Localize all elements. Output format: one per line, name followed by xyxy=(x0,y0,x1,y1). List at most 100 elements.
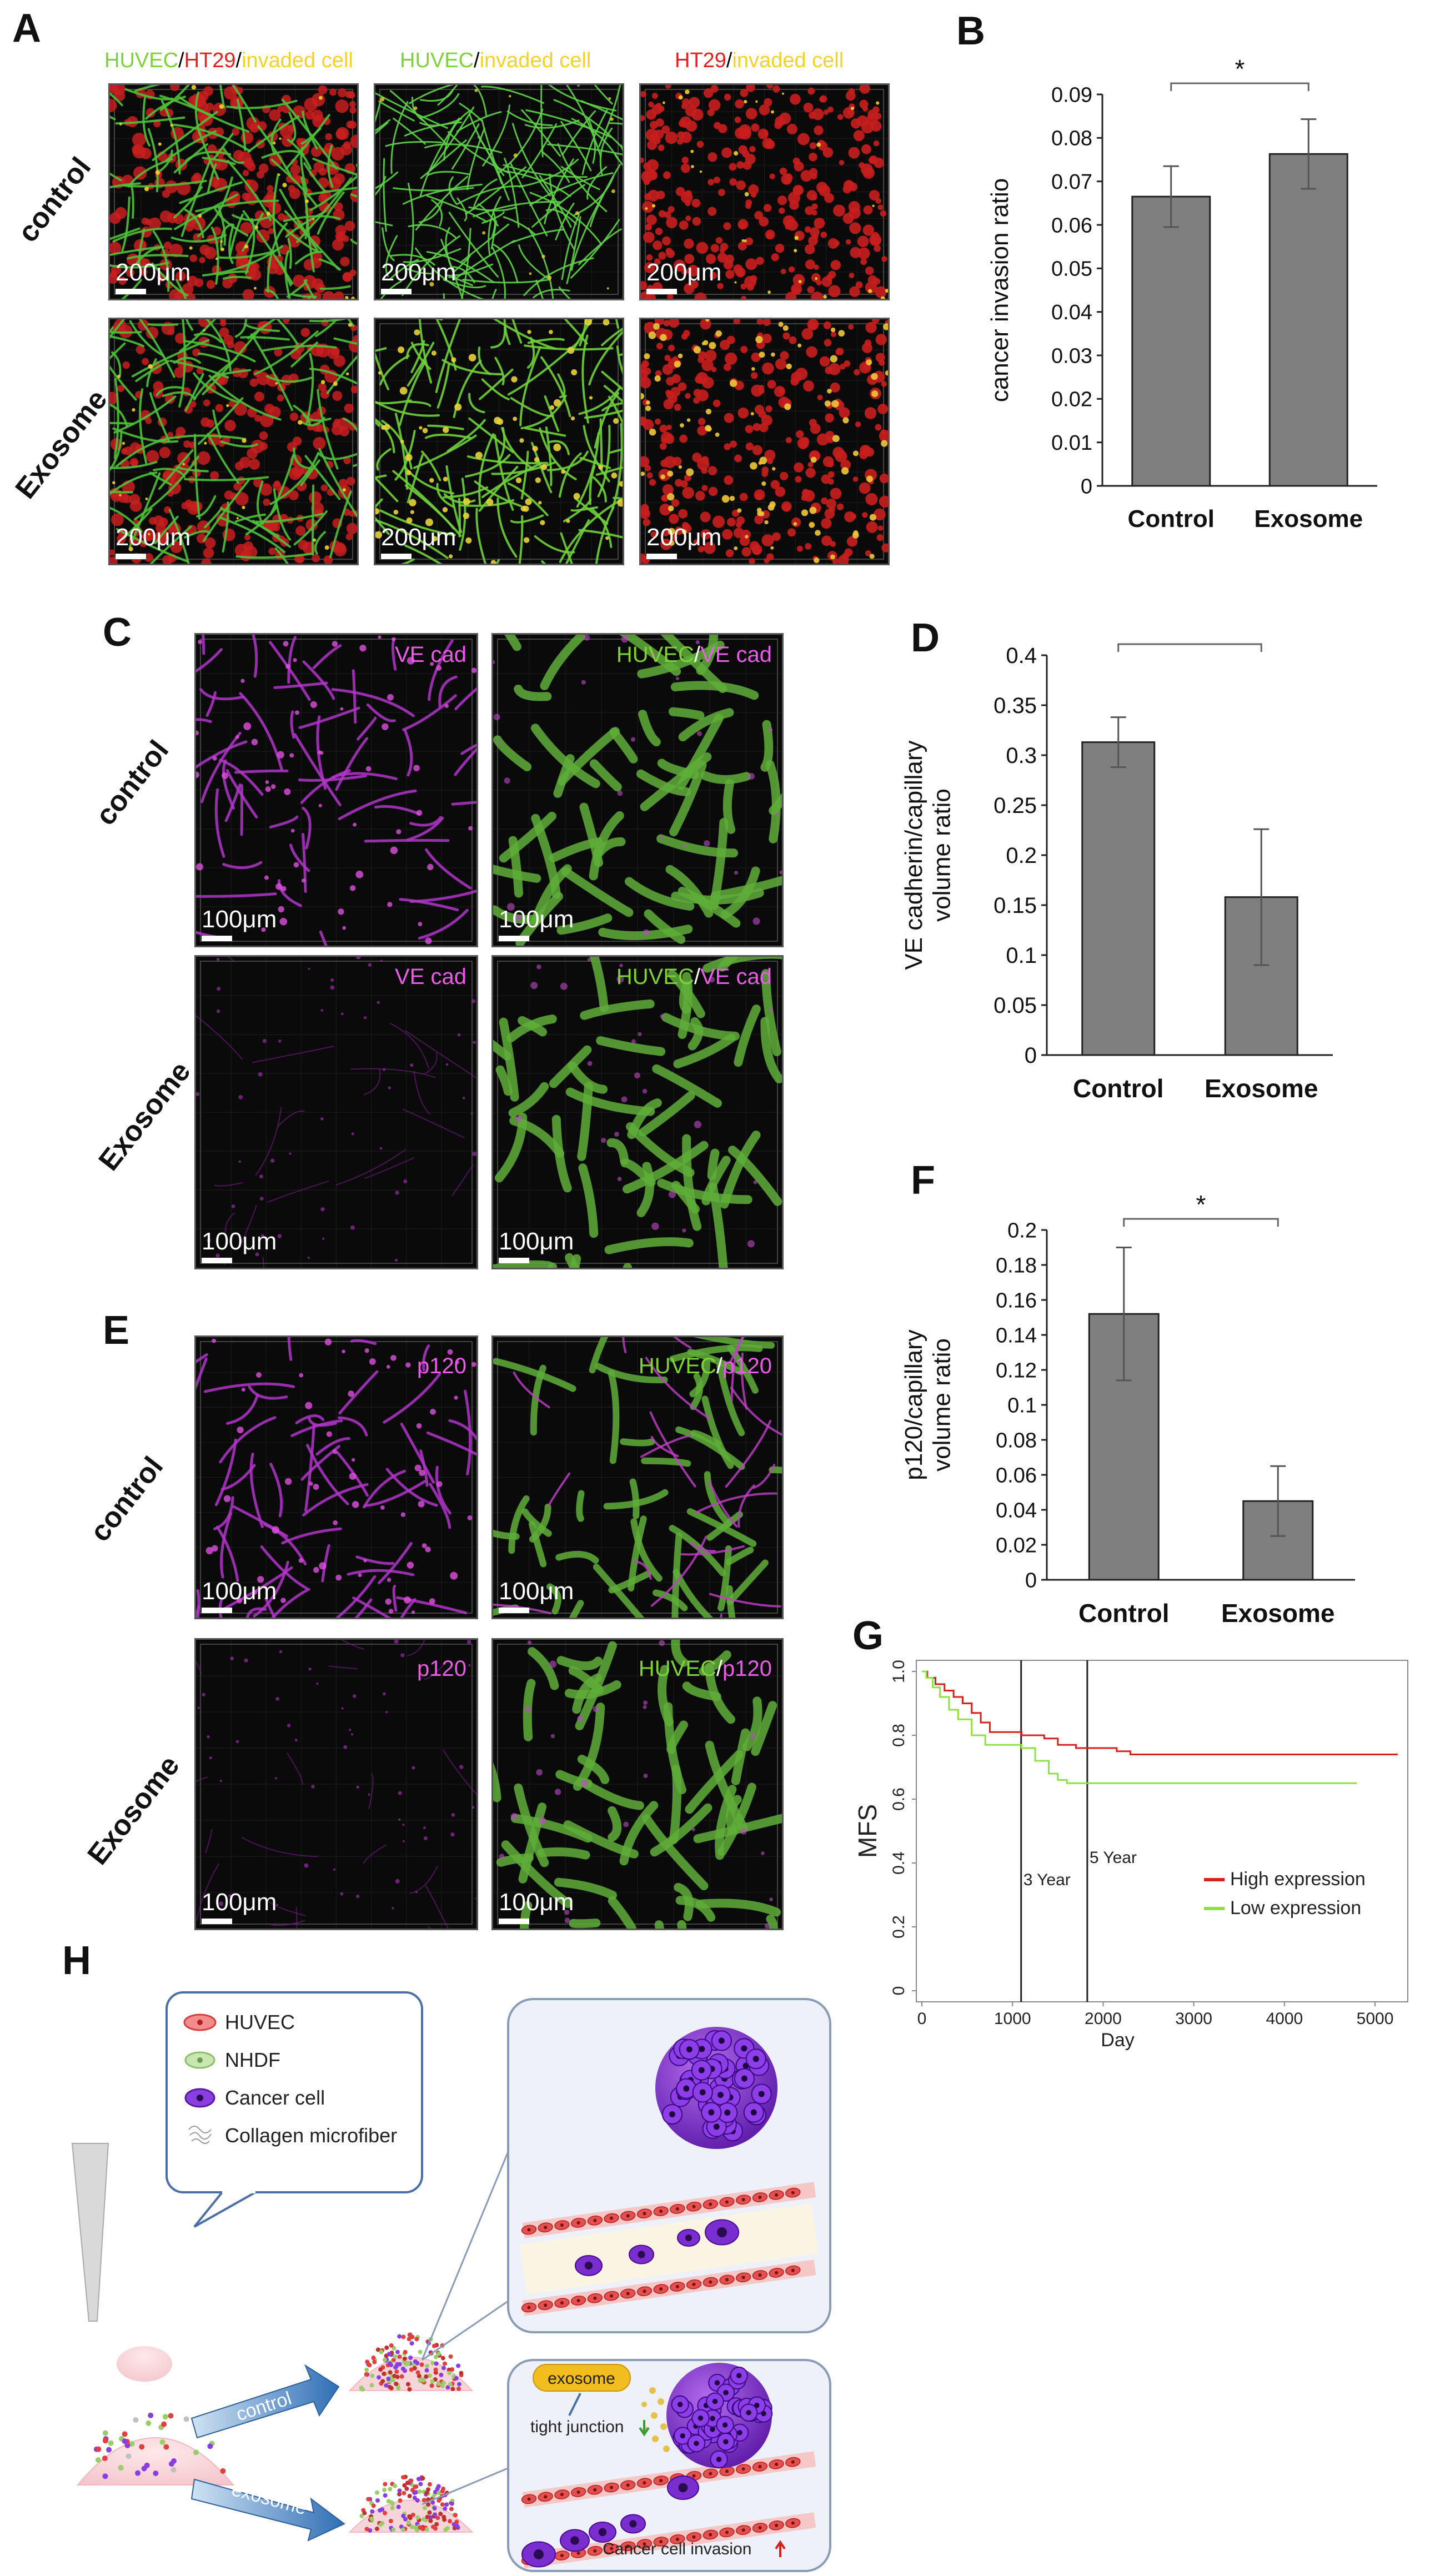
down-arrow-icon xyxy=(639,2420,650,2437)
svg-text:HUVEC: HUVEC xyxy=(225,2011,295,2033)
x-tick-label: 5000 xyxy=(1357,2010,1394,2028)
scale-label: 200μm xyxy=(646,524,722,551)
svg-text:Collagen microfiber: Collagen microfiber xyxy=(225,2124,397,2147)
panel-a-image-huvec-exosome: 200μm xyxy=(374,318,624,565)
legend-item-huvec: HUVEC xyxy=(183,2011,295,2033)
scale-bar xyxy=(381,289,412,294)
channel-label-huvec-ve-cad: HUVEC/VE cad xyxy=(616,965,772,989)
arrow-control: control xyxy=(190,2364,340,2439)
error-bar xyxy=(1163,165,1179,228)
panel-a-row-label-control: control xyxy=(12,151,98,249)
scale-label: 100μm xyxy=(202,1889,277,1916)
scale-label: 100μm xyxy=(499,906,574,933)
y-tick-label: 0.4 xyxy=(1006,644,1037,668)
y-tick-label: 0.07 xyxy=(1051,170,1092,194)
panel-e-image-merge-control: HUVEC/p120 100μm xyxy=(491,1335,784,1619)
scale-label: 100μm xyxy=(499,1578,574,1605)
y-tick-label: 0 xyxy=(1081,475,1092,498)
significance-bracket xyxy=(1170,82,1309,91)
y-tick-label: 0 xyxy=(890,1986,908,1996)
scale-bar xyxy=(202,1608,232,1613)
panel-a-image-merge-control: 200μm xyxy=(108,83,359,300)
legend-item-cancer-cell: Cancer cell xyxy=(184,2086,325,2109)
error-bar xyxy=(1110,716,1126,769)
panel-c-row-label-exosome: Exosome xyxy=(92,1056,197,1177)
microscopy-texture xyxy=(493,1337,782,1618)
panel-c-image-merge-control: HUVEC/VE cad 100μm xyxy=(491,633,784,947)
panel-letter-e: E xyxy=(103,1308,130,1353)
y-tick-label: 0.1 xyxy=(1006,943,1037,968)
panel-e-image-p120-exosome: p120 100μm xyxy=(194,1638,478,1930)
panel-a-row-label-exosome: Exosome xyxy=(9,384,114,505)
channel-label-huvec-p120: HUVEC/p120 xyxy=(638,1354,772,1378)
svg-text:control: control xyxy=(234,2388,294,2426)
reference-line-label: 5 Year xyxy=(1090,1849,1137,1867)
y-tick-label: 0.04 xyxy=(1051,301,1092,324)
exosome-tag: exosome xyxy=(533,2364,631,2392)
tumor-spheroid-icon xyxy=(655,2027,777,2149)
y-tick-label: 0.2 xyxy=(890,1915,908,1939)
category-label: Control xyxy=(1078,1599,1170,1628)
x-tick-label: 1000 xyxy=(994,2010,1031,2028)
channel-label-p120: p120 xyxy=(417,1354,466,1378)
y-tick-label: 0.06 xyxy=(996,1464,1037,1487)
panel-a-image-huvec-control: 200μm xyxy=(374,83,624,300)
channel-label-ve-cad: VE cad xyxy=(395,965,466,989)
y-tick-label: 0.03 xyxy=(1051,344,1092,368)
y-tick-label: 0.2 xyxy=(1007,1219,1037,1242)
droplet-small xyxy=(117,2346,172,2382)
y-tick-label: 0.09 xyxy=(1051,83,1092,107)
error-bar xyxy=(1253,828,1270,966)
significance-star: * xyxy=(1185,633,1195,644)
y-tick-label: 0.12 xyxy=(996,1359,1037,1382)
x-tick-label: 0 xyxy=(917,2010,927,2028)
microscopy-texture xyxy=(493,1640,782,1929)
y-tick-label: 0.35 xyxy=(994,694,1037,718)
reference-line-label: 3 Year xyxy=(1023,1871,1071,1889)
chart-g: 0 0.2 0.4 0.6 0.8 1.0 0 1000 2000 3000 4000 5000 Day… xyxy=(855,1660,1408,2051)
error-bar xyxy=(1270,1465,1286,1537)
panel-c-image-merge-exosome: HUVEC/VE cad 100μm xyxy=(491,955,784,1269)
y-tick-label: 0.3 xyxy=(1006,744,1037,768)
detail-box-exosome: exosome tight junction Cancer cell invas… xyxy=(507,2359,831,2572)
scale-label: 200μm xyxy=(116,524,191,551)
y-tick-label: 0.16 xyxy=(996,1289,1037,1312)
tight-junction-label: tight junction xyxy=(530,2418,624,2436)
scale-label: 200μm xyxy=(381,259,456,286)
exosome-arrow xyxy=(568,2393,581,2416)
chart-d: 0 0.05 0.1 0.15 0.2 0.25 0.3 0.35 0.4 VE cadherin… xyxy=(900,633,1333,1103)
y-tick-label: 0.14 xyxy=(996,1324,1037,1347)
legend-item-nhdf: NHDF xyxy=(184,2048,280,2071)
x-tick-label: 2000 xyxy=(1085,2010,1122,2028)
legend-box: HUVEC NHDF Cancer cell Collagen microfib… xyxy=(165,1991,423,2228)
bar-control xyxy=(1081,741,1156,1056)
tumor-spheroid-icon xyxy=(666,2363,773,2469)
chart-b: 0 0.01 0.02 0.03 0.04 0.05 0.06 0.07 0.08 0.09 can… xyxy=(986,56,1377,533)
scale-label: 100μm xyxy=(202,1578,277,1605)
panel-c-image-ve-control: VE cad 100μm xyxy=(194,633,478,947)
panel-letter-b: B xyxy=(956,9,985,53)
significance-bracket xyxy=(1117,643,1262,652)
y-axis-label: cancer invasion ratio xyxy=(986,178,1013,403)
panel-c-row-label-control: control xyxy=(89,734,175,832)
scale-bar xyxy=(116,289,146,294)
channel-label-huvec-p120: HUVEC/p120 xyxy=(638,1656,772,1681)
scale-label: 100μm xyxy=(202,1228,277,1255)
panel-a-image-ht29-control: 200μm xyxy=(639,83,890,300)
bar-exosome xyxy=(1268,153,1348,487)
category-label: Exosome xyxy=(1221,1599,1335,1628)
y-tick-label: 0.25 xyxy=(994,794,1037,818)
x-tick-label: 4000 xyxy=(1266,2010,1303,2028)
scale-bar xyxy=(499,1258,529,1263)
microscopy-texture xyxy=(196,635,476,946)
y-tick-label: 0.18 xyxy=(996,1254,1037,1277)
panel-e-image-p120-control: p120 100μm xyxy=(194,1335,478,1619)
km-curve-low-expression xyxy=(922,1670,1357,1784)
microscopy-texture xyxy=(493,635,782,946)
y-tick-label: 0.05 xyxy=(1051,258,1092,281)
schematic-diagram: HUVEC NHDF Cancer cell Collagen microfib… xyxy=(71,1991,831,2572)
svg-text:exosome: exosome xyxy=(548,2369,615,2388)
y-tick-label: 0.2 xyxy=(1006,843,1037,868)
legend-label: Low expression xyxy=(1230,1897,1361,1919)
significance-star: * xyxy=(1196,1190,1206,1219)
